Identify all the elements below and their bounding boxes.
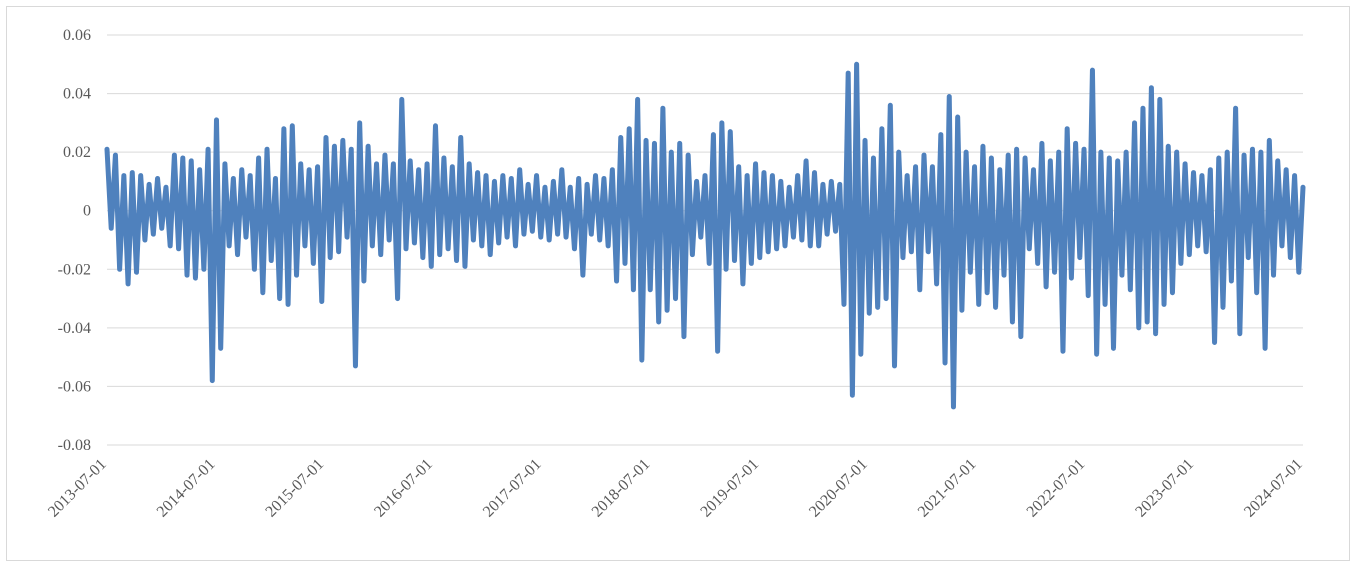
series-line (104, 61, 1306, 410)
y-tick-label: -0.02 (58, 261, 91, 278)
series-layer (104, 61, 1306, 410)
x-tick-label: 2015-07-01 (262, 456, 327, 521)
y-tick-label: 0.04 (63, 86, 91, 103)
y-tick-label: 0 (83, 203, 91, 220)
y-tick-label: -0.08 (58, 437, 91, 454)
x-tick-label: 2017-07-01 (480, 456, 545, 521)
x-tick-label: 2018-07-01 (589, 456, 654, 521)
x-axis-tick-labels: 2013-07-01 2014-07-01 2015-07-01 2016-07-01… (45, 456, 1306, 521)
y-tick-label: 0.02 (63, 144, 91, 161)
y-tick-label: -0.04 (58, 320, 91, 337)
y-tick-label: 0.06 (63, 27, 91, 44)
y-axis-tick-labels: 0.06 0.04 0.02 0 -0.02 -0.04 -0.06 -0.08 (58, 27, 91, 454)
x-tick-label: 2024-07-01 (1241, 456, 1306, 521)
x-tick-label: 2013-07-01 (45, 456, 110, 521)
y-tick-label: -0.06 (58, 378, 91, 395)
line-chart: 0.06 0.04 0.02 0 -0.02 -0.04 -0.06 -0.08 2013-0… (45, 27, 1306, 521)
x-tick-label: 2016-07-01 (371, 456, 436, 521)
chart-frame: 0.06 0.04 0.02 0 -0.02 -0.04 -0.06 -0.08 2013-0… (6, 6, 1350, 561)
x-tick-label: 2022-07-01 (1024, 456, 1089, 521)
x-tick-label: 2021-07-01 (915, 456, 980, 521)
x-tick-label: 2019-07-01 (697, 456, 762, 521)
x-tick-label: 2020-07-01 (806, 456, 871, 521)
x-tick-label: 2023-07-01 (1132, 456, 1197, 521)
x-tick-label: 2014-07-01 (154, 456, 219, 521)
